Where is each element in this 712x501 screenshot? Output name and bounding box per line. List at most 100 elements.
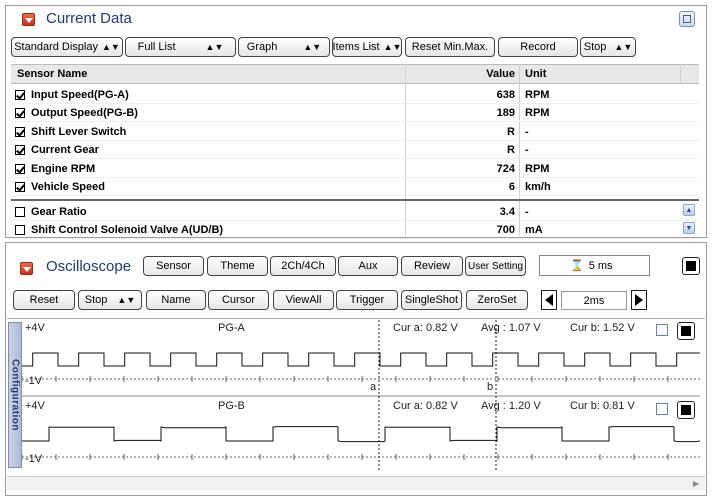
scope-reset-button[interactable]: Reset: [13, 290, 75, 310]
sensor-value: 700: [496, 224, 515, 236]
scope-stop-select[interactable]: Stop ▲▼: [78, 290, 142, 310]
table-row[interactable]: Current Gear R -: [11, 141, 699, 159]
reset-min-max-button[interactable]: Reset Min.Max.: [405, 37, 495, 57]
ch2-ticks: [22, 454, 669, 460]
sensor-name: Gear Ratio: [31, 206, 87, 218]
items-list-select[interactable]: Items List ▲▼: [332, 37, 402, 57]
ch2-cur-a: Cur a: 0.82 V: [393, 400, 458, 412]
cursor-b-label: b: [487, 381, 494, 393]
pane-splitter[interactable]: [11, 199, 699, 201]
standard-display-select[interactable]: Standard Display ▲▼: [11, 37, 123, 57]
sensor-unit: RPM: [525, 163, 550, 175]
sensor-unit: RPM: [525, 89, 550, 101]
ch1-vmin-label: -1V: [25, 375, 43, 387]
configuration-tab-label: Configuration: [9, 358, 21, 432]
table-row[interactable]: Shift Control Solenoid Valve A(UD/B) 700…: [11, 221, 699, 239]
timebase-value: 5 ms: [588, 259, 613, 272]
full-list-select[interactable]: Full List ▲▼: [125, 37, 236, 57]
col-unit[interactable]: Unit: [525, 68, 547, 80]
graph-select[interactable]: Graph ▲▼: [238, 37, 330, 57]
current-data-collapse-icon[interactable]: [22, 13, 35, 26]
row-checkbox[interactable]: [15, 207, 25, 217]
record-button[interactable]: Record: [498, 37, 578, 57]
scope-name-button[interactable]: Name: [146, 290, 206, 310]
sensor-name: Vehicle Speed: [31, 181, 105, 193]
col-divider: [519, 64, 520, 236]
scope-cursor-button[interactable]: Cursor: [208, 290, 269, 310]
oscilloscope-plot[interactable]: [22, 320, 700, 472]
horizontal-scrollbar[interactable]: ▶: [7, 476, 705, 490]
row-checkbox[interactable]: [15, 108, 25, 118]
scroll-right-icon[interactable]: ▶: [692, 479, 699, 488]
sensor-unit: RPM: [525, 107, 550, 119]
scope-trigger-button[interactable]: Trigger: [336, 290, 398, 310]
user-setting-button[interactable]: User Setting: [465, 256, 526, 276]
stop-select[interactable]: Stop ▲▼: [580, 37, 636, 57]
aux-button[interactable]: Aux: [338, 256, 398, 276]
scroll-up-button[interactable]: ▲: [683, 204, 695, 216]
sensor-unit: -: [525, 144, 529, 156]
sensor-value: R: [507, 144, 515, 156]
sensor-value: 638: [496, 89, 515, 101]
oscilloscope-frame: [5, 242, 707, 496]
ch1-stop-icon[interactable]: [677, 322, 695, 340]
ch2-trace: [22, 425, 700, 443]
ch1-vmax-label: +4V: [25, 322, 45, 334]
theme-button[interactable]: Theme: [207, 256, 268, 276]
ch1-avg: Avg : 1.07 V: [481, 322, 541, 334]
triangle-right-icon[interactable]: [631, 290, 647, 310]
table-row[interactable]: Vehicle Speed 6 km/h: [11, 178, 699, 196]
window-restore-icon[interactable]: [679, 11, 695, 27]
table-row[interactable]: Output Speed(PG-B) 189 RPM: [11, 104, 699, 122]
sensor-value: 3.4: [499, 206, 515, 218]
sensor-button[interactable]: Sensor: [143, 256, 204, 276]
table-row[interactable]: Gear Ratio 3.4 -: [11, 203, 699, 221]
channels-2ch-4ch-button[interactable]: 2Ch/4Ch: [270, 256, 336, 276]
ch1-name-label: PG-A: [218, 322, 245, 334]
row-checkbox[interactable]: [15, 90, 25, 100]
stop-capture-icon[interactable]: [682, 257, 700, 275]
table-row[interactable]: Engine RPM 724 RPM: [11, 160, 699, 178]
timebase-display[interactable]: ⌛ 5 ms: [539, 255, 650, 276]
sensor-value: 724: [496, 163, 515, 175]
ch1-ticks: [22, 376, 669, 382]
col-divider: [405, 64, 406, 236]
ch2-avg: Avg : 1.20 V: [481, 400, 541, 412]
ch2-vmax-label: +4V: [25, 400, 45, 412]
row-checkbox[interactable]: [15, 127, 25, 137]
sensor-name: Current Gear: [31, 144, 99, 156]
sensor-value: 6: [508, 181, 515, 193]
review-button[interactable]: Review: [401, 256, 463, 276]
col-value[interactable]: Value: [486, 68, 515, 80]
row-checkbox[interactable]: [15, 145, 25, 155]
sensor-name: Input Speed(PG-A): [31, 89, 129, 101]
sensor-name: Shift Lever Switch: [31, 126, 127, 138]
cursor-a-label: a: [370, 381, 377, 393]
plot-area-border: [7, 318, 705, 319]
scope-singleshot-button[interactable]: SingleShot: [401, 290, 462, 310]
col-divider: [680, 64, 681, 84]
ch1-enable-checkbox[interactable]: [656, 324, 668, 336]
row-checkbox[interactable]: [15, 164, 25, 174]
triangle-left-icon[interactable]: [541, 290, 557, 310]
time-div-field[interactable]: 2ms: [561, 291, 627, 310]
ch2-name-label: PG-B: [218, 400, 245, 412]
scroll-down-button[interactable]: ▼: [683, 222, 695, 234]
hourglass-icon: ⌛: [570, 260, 584, 272]
scope-zeroset-button[interactable]: ZeroSet: [466, 290, 528, 310]
ch2-stop-icon[interactable]: [677, 401, 695, 419]
ch2-enable-checkbox[interactable]: [656, 403, 668, 415]
row-checkbox[interactable]: [15, 225, 25, 235]
col-sensor-name[interactable]: Sensor Name: [17, 68, 88, 80]
oscilloscope-collapse-icon[interactable]: [20, 262, 33, 275]
sensor-value: R: [507, 126, 515, 138]
sensor-unit: -: [525, 206, 529, 218]
sensor-table-header: Sensor Name Value Unit: [11, 64, 699, 84]
row-checkbox[interactable]: [15, 182, 25, 192]
current-data-title: Current Data: [46, 10, 132, 27]
sensor-name: Engine RPM: [31, 163, 96, 175]
table-row[interactable]: Input Speed(PG-A) 638 RPM: [11, 86, 699, 104]
scope-viewall-button[interactable]: ViewAll: [273, 290, 334, 310]
configuration-side-tab[interactable]: Configuration: [8, 322, 22, 468]
table-row[interactable]: Shift Lever Switch R -: [11, 123, 699, 141]
